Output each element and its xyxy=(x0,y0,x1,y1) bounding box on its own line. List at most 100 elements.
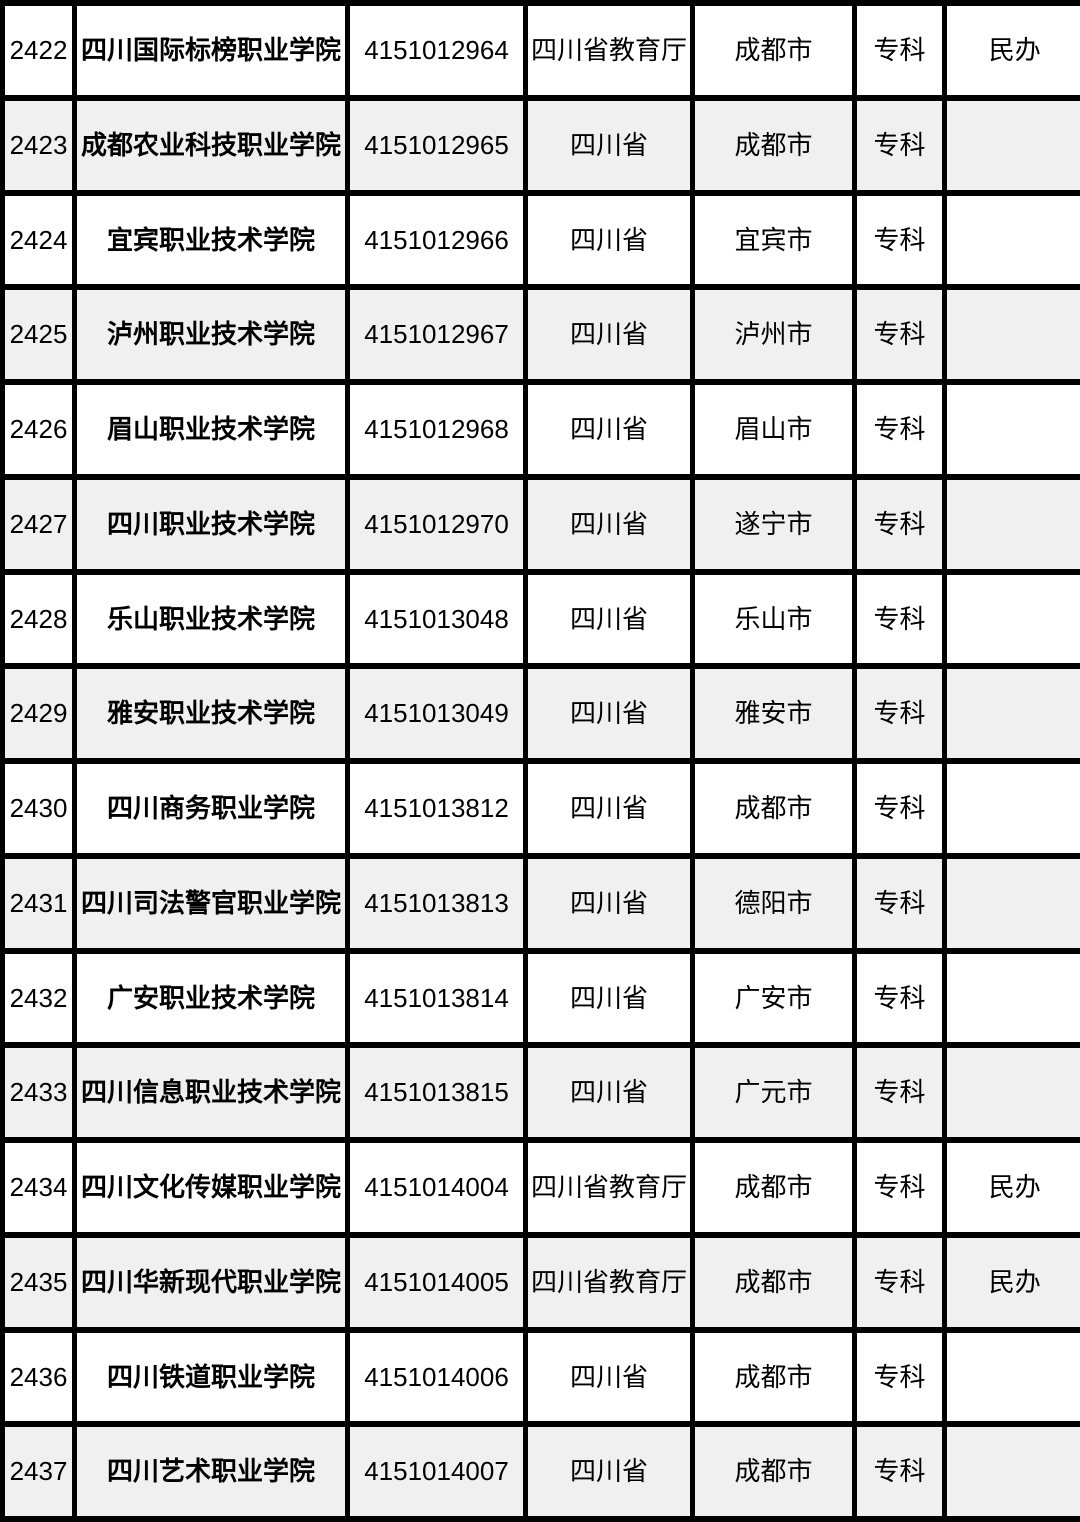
cell-school-name: 四川铁道职业学院 xyxy=(75,1330,348,1425)
cell-ownership xyxy=(945,1424,1080,1519)
cell-school-code: 4151012965 xyxy=(348,98,526,193)
cell-level: 专科 xyxy=(855,382,945,477)
cell-ownership xyxy=(945,98,1080,193)
cell-level: 专科 xyxy=(855,1140,945,1235)
cell-school-code: 4151013813 xyxy=(348,856,526,951)
cell-school-name: 眉山职业技术学院 xyxy=(75,382,348,477)
cell-level: 专科 xyxy=(855,572,945,667)
cell-school-code: 4151013814 xyxy=(348,951,526,1046)
cell-city: 泸州市 xyxy=(693,287,855,382)
cell-authority: 四川省教育厅 xyxy=(526,1235,693,1330)
cell-authority: 四川省 xyxy=(526,287,693,382)
cell-school-code: 4151013812 xyxy=(348,761,526,856)
cell-school-name: 乐山职业技术学院 xyxy=(75,572,348,667)
cell-city: 成都市 xyxy=(693,1235,855,1330)
cell-authority: 四川省 xyxy=(526,1045,693,1140)
cell-seq: 2428 xyxy=(3,572,75,667)
cell-school-code: 4151012967 xyxy=(348,287,526,382)
cell-ownership xyxy=(945,477,1080,572)
cell-authority: 四川省 xyxy=(526,666,693,761)
cell-authority: 四川省 xyxy=(526,761,693,856)
cell-ownership xyxy=(945,761,1080,856)
cell-city: 广安市 xyxy=(693,951,855,1046)
cell-ownership xyxy=(945,572,1080,667)
cell-city: 眉山市 xyxy=(693,382,855,477)
cell-seq: 2434 xyxy=(3,1140,75,1235)
cell-seq: 2430 xyxy=(3,761,75,856)
cell-school-name: 四川文化传媒职业学院 xyxy=(75,1140,348,1235)
cell-authority: 四川省教育厅 xyxy=(526,3,693,98)
cell-authority: 四川省 xyxy=(526,98,693,193)
cell-school-name: 四川华新现代职业学院 xyxy=(75,1235,348,1330)
cell-level: 专科 xyxy=(855,98,945,193)
cell-school-name: 成都农业科技职业学院 xyxy=(75,98,348,193)
cell-city: 德阳市 xyxy=(693,856,855,951)
cell-city: 成都市 xyxy=(693,1424,855,1519)
cell-school-code: 4151014007 xyxy=(348,1424,526,1519)
cell-authority: 四川省 xyxy=(526,856,693,951)
cell-seq: 2436 xyxy=(3,1330,75,1425)
cell-city: 乐山市 xyxy=(693,572,855,667)
cell-ownership: 民办 xyxy=(945,1235,1080,1330)
cell-ownership xyxy=(945,382,1080,477)
cell-school-name: 泸州职业技术学院 xyxy=(75,287,348,382)
cell-seq: 2424 xyxy=(3,193,75,288)
cell-school-name: 四川信息职业技术学院 xyxy=(75,1045,348,1140)
cell-ownership: 民办 xyxy=(945,3,1080,98)
cell-seq: 2426 xyxy=(3,382,75,477)
cell-level: 专科 xyxy=(855,1235,945,1330)
cell-seq: 2432 xyxy=(3,951,75,1046)
cell-level: 专科 xyxy=(855,856,945,951)
cell-seq: 2435 xyxy=(3,1235,75,1330)
cell-ownership xyxy=(945,1045,1080,1140)
cell-school-code: 4151013815 xyxy=(348,1045,526,1140)
cell-school-code: 4151013049 xyxy=(348,666,526,761)
cell-school-code: 4151014004 xyxy=(348,1140,526,1235)
cell-school-code: 4151014006 xyxy=(348,1330,526,1425)
cell-school-name: 四川国际标榜职业学院 xyxy=(75,3,348,98)
cell-ownership xyxy=(945,287,1080,382)
cell-school-name: 宜宾职业技术学院 xyxy=(75,193,348,288)
cell-authority: 四川省 xyxy=(526,1424,693,1519)
cell-ownership xyxy=(945,1330,1080,1425)
cell-school-name: 四川艺术职业学院 xyxy=(75,1424,348,1519)
cell-city: 成都市 xyxy=(693,3,855,98)
cell-level: 专科 xyxy=(855,287,945,382)
cell-seq: 2429 xyxy=(3,666,75,761)
cell-seq: 2427 xyxy=(3,477,75,572)
cell-level: 专科 xyxy=(855,1330,945,1425)
cell-ownership: 民办 xyxy=(945,1140,1080,1235)
cell-authority: 四川省 xyxy=(526,193,693,288)
cell-seq: 2425 xyxy=(3,287,75,382)
cell-ownership xyxy=(945,951,1080,1046)
cell-level: 专科 xyxy=(855,666,945,761)
cell-authority: 四川省 xyxy=(526,382,693,477)
cell-seq: 2423 xyxy=(3,98,75,193)
cell-school-name: 四川职业技术学院 xyxy=(75,477,348,572)
cell-seq: 2437 xyxy=(3,1424,75,1519)
cell-school-code: 4151012964 xyxy=(348,3,526,98)
cell-city: 宜宾市 xyxy=(693,193,855,288)
cell-level: 专科 xyxy=(855,477,945,572)
cell-authority: 四川省 xyxy=(526,951,693,1046)
cell-school-code: 4151012970 xyxy=(348,477,526,572)
cell-city: 遂宁市 xyxy=(693,477,855,572)
cell-authority: 四川省 xyxy=(526,1330,693,1425)
cell-ownership xyxy=(945,193,1080,288)
cell-city: 广元市 xyxy=(693,1045,855,1140)
